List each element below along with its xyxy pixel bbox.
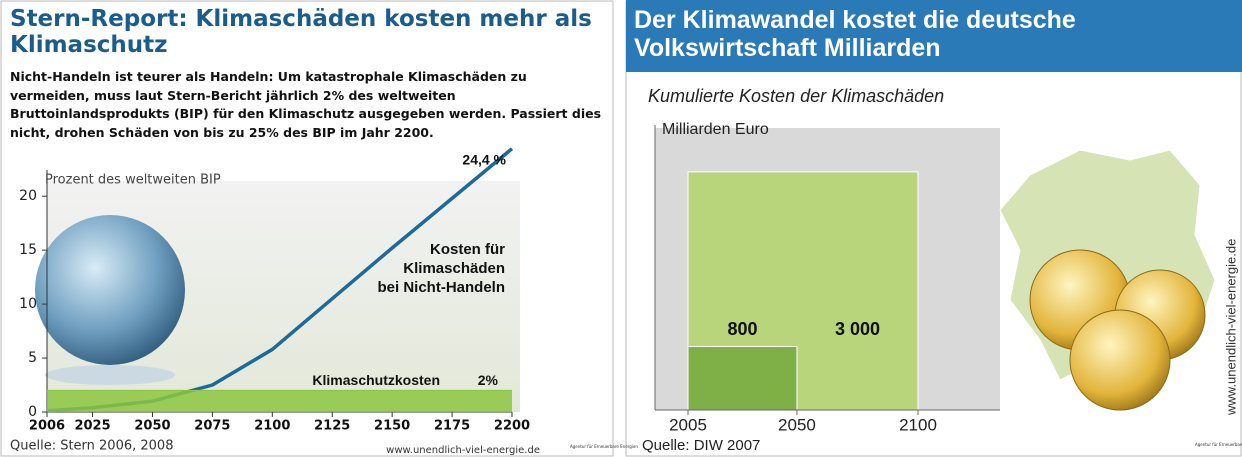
globe-shadow bbox=[45, 365, 175, 385]
value-label: 800 bbox=[727, 319, 757, 339]
coin-icon bbox=[1069, 309, 1171, 411]
source: Quelle: DIW 2007 bbox=[642, 437, 760, 454]
y-tick-label: 15 bbox=[19, 242, 37, 258]
x-tick-label: 2100 bbox=[899, 415, 937, 434]
x-tick-label: 2075 bbox=[194, 419, 230, 434]
band-value: 2% bbox=[478, 372, 499, 388]
url: www.unendlich-viel-energie.de bbox=[1223, 239, 1238, 416]
band-area bbox=[47, 390, 512, 412]
band-label: Klimaschutzkosten bbox=[312, 372, 440, 388]
globe-icon bbox=[35, 215, 185, 365]
x-tick-label: 2025 bbox=[74, 419, 110, 434]
logo-text: Agentur für Erneuerbare Energien bbox=[1195, 442, 1242, 447]
x-tick-label: 2100 bbox=[254, 419, 290, 434]
y-axis-label: Milliarden Euro bbox=[662, 121, 769, 138]
value-label: 3 000 bbox=[835, 319, 880, 339]
x-tick-label: 2150 bbox=[374, 419, 410, 434]
y-tick-label: 0 bbox=[28, 404, 37, 420]
logo-text: Agentur für Erneuerbare Energien bbox=[570, 444, 638, 449]
x-tick-label: 2175 bbox=[434, 419, 470, 434]
bar bbox=[687, 346, 798, 411]
url: www.unendlich-viel-energie.de bbox=[386, 445, 540, 456]
x-tick-label: 2050 bbox=[134, 419, 170, 434]
x-tick-label: 2200 bbox=[494, 419, 530, 434]
x-tick-label: 2005 bbox=[669, 415, 707, 434]
series-label: Kosten für Klimaschäden bei Nicht-Handeln bbox=[377, 241, 505, 296]
x-tick-label: 2006 bbox=[29, 419, 65, 434]
chart-title: Der Klimawandel kostet die deutsche Volk… bbox=[634, 6, 1076, 62]
end-label: 24,4 % bbox=[462, 151, 506, 167]
x-tick-label: 2050 bbox=[778, 415, 816, 434]
y-tick-label: 10 bbox=[19, 296, 37, 312]
y-axis-label: Prozent des weltweiten BIP bbox=[45, 173, 221, 188]
left-frame bbox=[0, 0, 614, 457]
chart-subtitle: Nicht-Handeln ist teurer als Handeln: Um… bbox=[10, 69, 602, 140]
source: Quelle: Stern 2006, 2008 bbox=[10, 439, 173, 454]
y-tick-label: 5 bbox=[28, 350, 37, 366]
chart-title: Stern-Report: Klimaschäden kosten mehr a… bbox=[10, 6, 592, 58]
chart-subtitle: Kumulierte Kosten der Klimaschäden bbox=[648, 86, 945, 106]
y-tick-label: 20 bbox=[19, 188, 37, 204]
right-header bbox=[626, 0, 1242, 72]
x-tick-label: 2125 bbox=[314, 419, 350, 434]
